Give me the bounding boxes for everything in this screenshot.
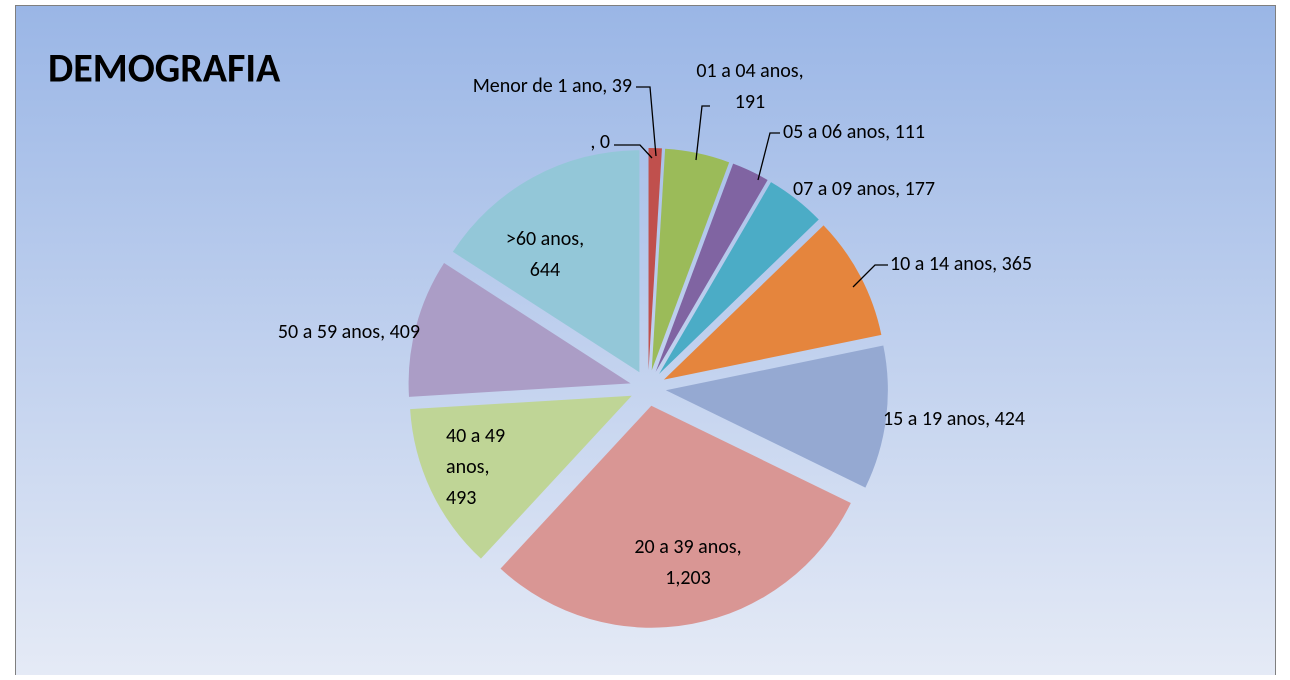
pie-slice bbox=[408, 263, 631, 397]
pie-slice bbox=[665, 345, 888, 488]
data-label: 01 a 04 anos, 191 bbox=[696, 59, 803, 114]
leader-line bbox=[614, 144, 653, 159]
data-label: 40 a 49 anos, 493 bbox=[446, 424, 505, 510]
leader-line bbox=[695, 105, 710, 161]
pie-slice bbox=[655, 163, 768, 372]
leader-line bbox=[852, 264, 888, 288]
leader-line bbox=[757, 132, 780, 181]
data-label: 50 a 59 anos, 409 bbox=[278, 320, 420, 344]
pie-slice bbox=[500, 405, 851, 628]
pie-slice bbox=[410, 395, 632, 559]
data-label: 05 a 06 anos, 111 bbox=[783, 120, 925, 144]
chart-title: DEMOGRAFIA bbox=[48, 44, 281, 93]
leader-line bbox=[636, 86, 657, 157]
data-label: >60 anos, 644 bbox=[506, 227, 584, 282]
pie-slice bbox=[648, 148, 662, 371]
pie-slice bbox=[659, 182, 819, 374]
data-label: 07 a 09 anos, 177 bbox=[793, 177, 935, 201]
data-label: , 0 bbox=[590, 130, 610, 154]
data-label: 10 a 14 anos, 365 bbox=[890, 252, 1032, 276]
pie-slice bbox=[663, 225, 882, 380]
pie-slice bbox=[651, 148, 730, 371]
data-label: 15 a 19 anos, 424 bbox=[883, 407, 1025, 431]
pie-slice bbox=[452, 150, 640, 373]
data-label: Menor de 1 ano, 39 bbox=[473, 74, 632, 98]
data-label: 20 a 39 anos, 1,203 bbox=[634, 535, 741, 590]
